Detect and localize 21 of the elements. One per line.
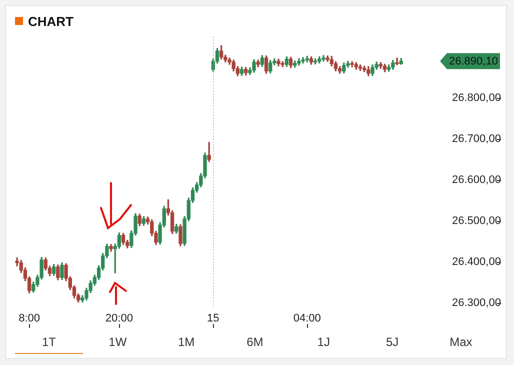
y-tick-label: 26.700,00 [452,133,501,146]
text: 6M [246,335,264,351]
y-tick-label: 26.300,00 [452,296,501,309]
x-tick-label: 20:00 [105,312,133,325]
y-tick-label: 26.600,00 [452,174,501,186]
text: 1M [176,335,196,351]
text: 5J [384,335,400,351]
text: Max [448,335,474,351]
x-tick-label: 8:00 [18,312,40,325]
candlestick [207,142,211,162]
y-tick-label: 26.800,00 [452,92,501,104]
text: 26.890,10 [449,56,498,68]
x-tick-label: 15 [207,312,220,325]
chart-title: CHART [28,14,74,29]
text: 1W [108,335,128,351]
text: 1T [15,335,83,354]
x-tick-label: 04:00 [293,312,321,325]
y-tick-label: 26.500,00 [452,214,501,227]
y-tick-label: 26.400,00 [452,256,501,268]
text: 1J [316,335,331,351]
candlestick [395,58,399,66]
